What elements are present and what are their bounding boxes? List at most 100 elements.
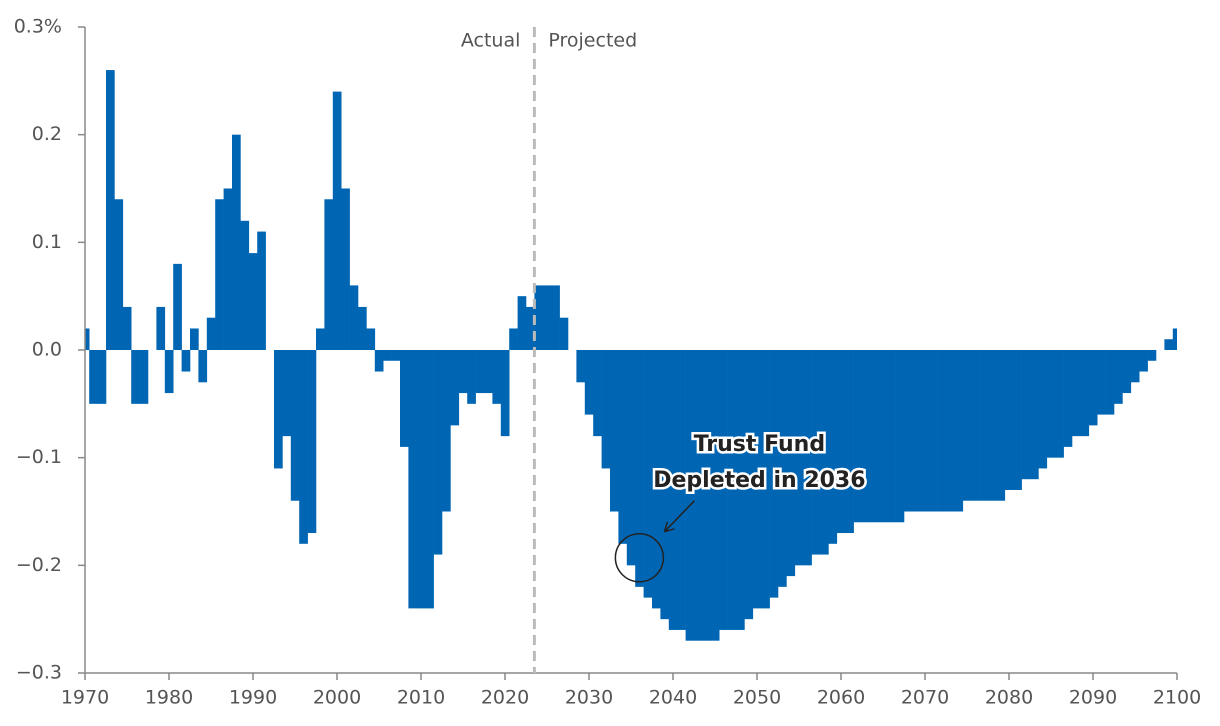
- bar: [122, 306, 132, 350]
- bar: [702, 350, 712, 641]
- bar: [887, 350, 896, 523]
- bar: [1072, 350, 1081, 437]
- bar: [710, 350, 720, 641]
- x-tick-label: 2080: [985, 687, 1033, 709]
- bar: [458, 350, 468, 394]
- bar: [1147, 350, 1157, 361]
- bar: [106, 70, 115, 351]
- bar: [1164, 339, 1174, 350]
- annotation-arrow: [663, 500, 695, 533]
- bar: [114, 199, 124, 350]
- bar: [257, 231, 266, 350]
- bar: [467, 350, 476, 404]
- bar: [526, 306, 535, 350]
- bar: [769, 350, 779, 598]
- bar: [240, 220, 250, 350]
- bar: [618, 350, 628, 544]
- bar: [223, 188, 233, 350]
- bar: [282, 350, 292, 437]
- bar: [97, 350, 107, 404]
- bar: [1030, 350, 1039, 480]
- bar: [752, 350, 762, 609]
- annotation-text: Trust Fund: [694, 432, 825, 457]
- divider-right-label: Projected: [548, 30, 637, 52]
- bar: [215, 199, 224, 350]
- bar: [450, 350, 460, 426]
- bar: [1013, 350, 1022, 490]
- bar: [1004, 350, 1014, 490]
- bar: [1114, 350, 1123, 404]
- bar: [895, 350, 905, 523]
- y-tick-label: −0.2: [16, 554, 62, 576]
- bar: [1063, 350, 1073, 447]
- bar: [181, 350, 191, 372]
- x-tick-label: 1970: [61, 687, 109, 709]
- bar: [1139, 350, 1148, 372]
- bar: [845, 350, 854, 534]
- bar: [299, 350, 308, 544]
- bar: [954, 350, 964, 512]
- bar: [878, 350, 888, 523]
- bar: [660, 350, 670, 620]
- bar: [920, 350, 930, 512]
- x-tick-label: 2090: [1069, 687, 1117, 709]
- bar: [946, 350, 955, 512]
- bar: [349, 285, 359, 350]
- bar: [324, 199, 334, 350]
- y-tick-label: 0.1: [32, 231, 62, 253]
- bar: [307, 350, 317, 534]
- y-tick-label: 0.3%: [14, 16, 62, 38]
- bar: [677, 350, 686, 630]
- bar: [492, 350, 502, 404]
- bar: [584, 350, 594, 415]
- bar: [383, 350, 392, 361]
- x-tick-label: 1980: [145, 687, 193, 709]
- x-tick-label: 2040: [649, 687, 697, 709]
- annotation-text: Depleted in 2036: [653, 468, 865, 493]
- bar: [1172, 328, 1177, 350]
- bar: [551, 285, 560, 350]
- bar: [366, 328, 376, 350]
- x-tick-label: 2060: [817, 687, 865, 709]
- x-tick-label: 2070: [901, 687, 949, 709]
- bar: [173, 263, 182, 350]
- bar: [433, 350, 443, 555]
- bar: [416, 350, 426, 609]
- bar: [332, 91, 342, 350]
- bar: [601, 350, 611, 469]
- bar: [794, 350, 804, 566]
- bar: [206, 317, 216, 350]
- bar: [358, 306, 367, 350]
- bar: [635, 350, 644, 587]
- bar: [610, 350, 619, 512]
- bar: [542, 285, 552, 350]
- x-tick-label: 2050: [733, 687, 781, 709]
- bar: [820, 350, 829, 555]
- bar: [190, 328, 199, 350]
- bar: [962, 350, 972, 501]
- y-tick-label: −0.1: [16, 446, 62, 468]
- bar: [400, 350, 409, 447]
- bar: [811, 350, 821, 555]
- bar: [988, 350, 997, 501]
- bar: [517, 296, 527, 350]
- bar: [1122, 350, 1132, 394]
- bar: [929, 350, 938, 512]
- bar: [912, 350, 922, 512]
- x-tick-label: 2010: [397, 687, 445, 709]
- bar: [475, 350, 485, 394]
- bar: [484, 350, 493, 394]
- bar: [341, 188, 350, 350]
- bar: [500, 350, 510, 437]
- x-tick-label: 2000: [313, 687, 361, 709]
- x-tick-label: 2030: [565, 687, 613, 709]
- bar: [232, 134, 241, 350]
- bar: [156, 306, 166, 350]
- bar: [1046, 350, 1056, 458]
- bar: [904, 350, 913, 512]
- x-tick-label: 2100: [1153, 687, 1201, 709]
- bar: [668, 350, 678, 630]
- y-tick-label: −0.3: [16, 662, 62, 684]
- bar: [85, 328, 90, 350]
